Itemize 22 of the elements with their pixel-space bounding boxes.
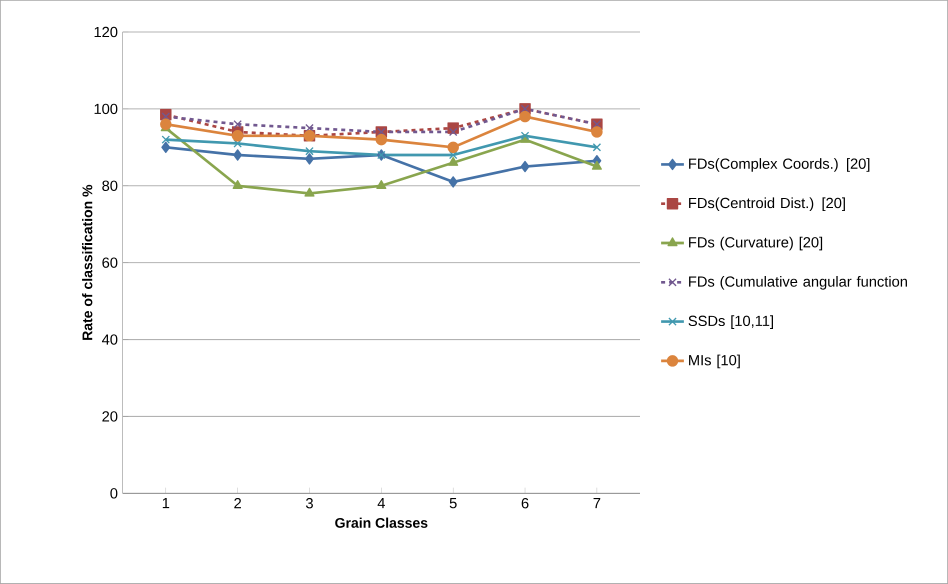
legend-label: FDs(Centroid Dist.) [20] — [689, 197, 845, 212]
legend-label: FDs(Complex Coords.) [20] — [689, 158, 870, 172]
x-tick-label: 2 — [234, 498, 241, 508]
x-tick-label: 6 — [522, 498, 528, 508]
y-tick-label: 80 — [102, 180, 118, 191]
x-tick-label: 1 — [162, 498, 170, 508]
x-tick-label: 3 — [306, 498, 313, 508]
y-tick-label: 60 — [102, 257, 118, 268]
y-tick-label: 20 — [102, 411, 118, 422]
x-tick-label: 4 — [378, 498, 385, 508]
y-axis-title: Rate of classification % — [82, 184, 92, 340]
x-axis-title: Grain Classes — [335, 518, 428, 528]
legend-label: FDs (Cumulative angular function — [689, 276, 907, 290]
legend-label: FDs (Curvature) [20] — [689, 236, 822, 250]
y-tick-label: 100 — [94, 104, 118, 114]
legend-label: MIs [10] — [689, 354, 740, 368]
y-tick-label: 0 — [110, 488, 118, 499]
legend-label: SSDs [10,11] — [688, 315, 773, 329]
y-tick-label: 120 — [94, 26, 118, 38]
y-tick-label: 40 — [102, 334, 118, 345]
x-tick-label: 7 — [594, 498, 600, 508]
x-tick-label: 5 — [450, 498, 457, 508]
